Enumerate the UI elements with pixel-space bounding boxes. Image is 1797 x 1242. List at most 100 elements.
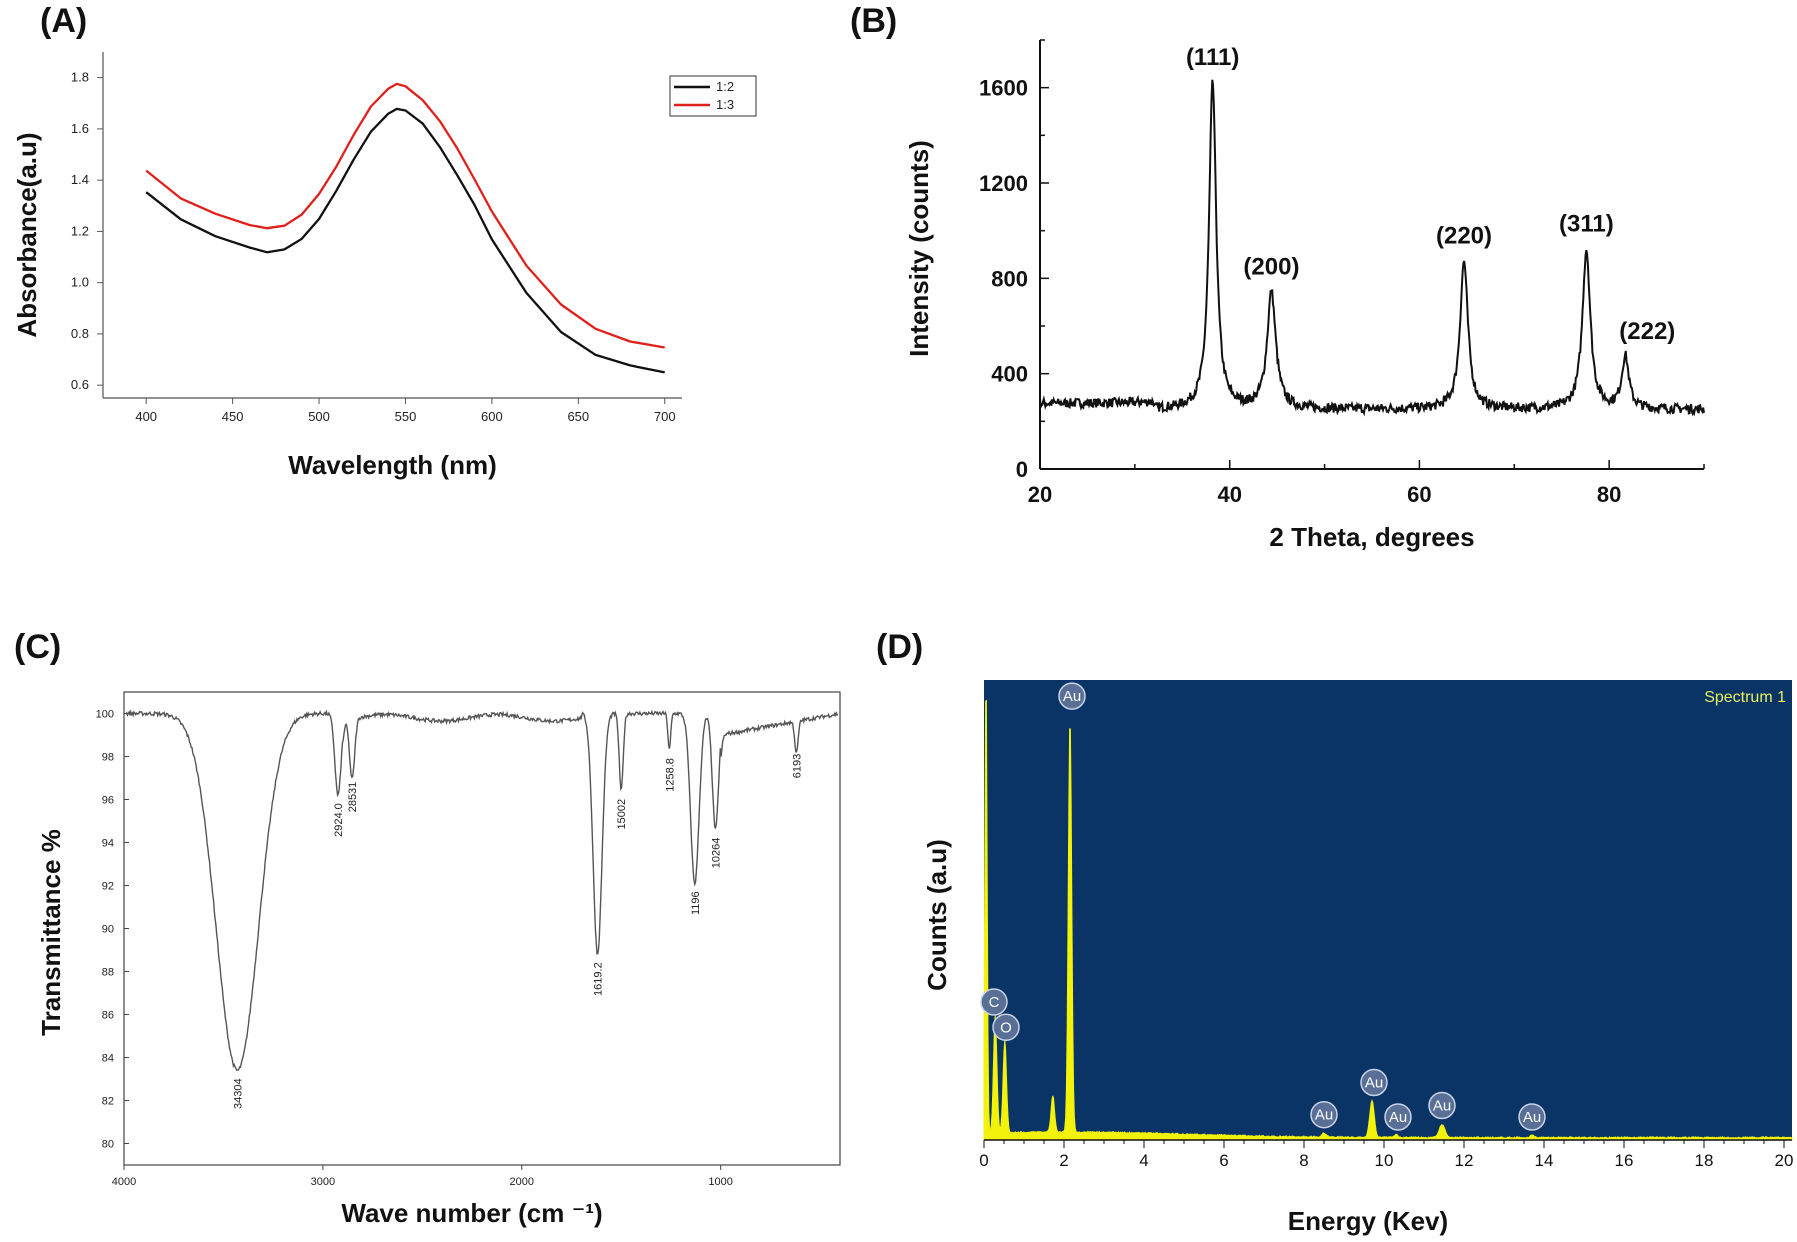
- peak-label: 34304: [232, 1078, 244, 1109]
- x-tick-label: 2000: [510, 1176, 534, 1188]
- series-line-1:2: [145, 107, 665, 374]
- x-tick-label: 14: [1535, 1151, 1554, 1170]
- y-tick-label: 84: [102, 1053, 114, 1065]
- series-line-1:3: [145, 82, 665, 349]
- peak-label: 1619.2: [593, 962, 605, 996]
- element-label: Au: [1523, 1109, 1541, 1126]
- y-tick-label: 0.8: [71, 326, 89, 341]
- y-tick-label: 100: [96, 709, 114, 721]
- y-tick-label: 90: [102, 924, 114, 936]
- legend-box: [669, 75, 757, 117]
- peak-label: 1258.8: [664, 758, 676, 792]
- y-tick-label: 0: [1016, 457, 1028, 482]
- y-tick-label: 1.2: [71, 223, 89, 238]
- y-tick-label: 80: [102, 1139, 114, 1151]
- x-tick-label: 12: [1455, 1151, 1474, 1170]
- x-tick-label: 2: [1059, 1151, 1068, 1170]
- x-axis-title: Wave number (cm ⁻¹): [341, 1198, 602, 1228]
- element-label-bubble: [1428, 1091, 1456, 1120]
- element-label-bubble: [1384, 1103, 1412, 1131]
- plot-background: [984, 680, 1792, 1140]
- y-tick-label: 1200: [979, 171, 1028, 196]
- panel-a-label: (A): [40, 2, 88, 40]
- y-tick-label: 800: [991, 266, 1028, 291]
- peak-label: 6193: [791, 754, 803, 778]
- x-tick-label: 60: [1407, 482, 1431, 507]
- peak-label: 28531: [347, 782, 359, 813]
- y-axis-title: Intensity (counts): [904, 140, 934, 357]
- x-tick-label: 6: [1219, 1151, 1228, 1170]
- y-tick-label: 1.4: [71, 172, 89, 187]
- legend-label: 1:2: [716, 79, 734, 94]
- y-tick-label: 1.8: [71, 70, 89, 85]
- y-tick-label: 1.6: [71, 121, 89, 136]
- element-label-bubble: [992, 1013, 1020, 1042]
- element-label: Au: [1433, 1098, 1451, 1115]
- x-tick-label: 20: [1775, 1151, 1794, 1170]
- x-tick-label: 600: [481, 409, 503, 424]
- x-tick-label: 700: [654, 409, 676, 424]
- x-tick-label: 80: [1597, 482, 1621, 507]
- edx-spectrum-area: [983, 699, 1793, 1141]
- x-tick-label: 650: [567, 409, 589, 424]
- y-tick-label: 0.6: [71, 377, 89, 392]
- y-tick-label: 98: [102, 752, 114, 764]
- element-label-bubble: [980, 988, 1008, 1016]
- element-label-bubble: [1360, 1068, 1388, 1097]
- peak-label: (222): [1619, 318, 1675, 345]
- legend-label: 1:3: [716, 97, 734, 112]
- y-tick-label: 1.0: [71, 275, 89, 290]
- x-tick-label: 18: [1695, 1151, 1714, 1170]
- x-tick-label: 0: [979, 1151, 988, 1170]
- element-label: Au: [1063, 688, 1081, 705]
- panel-c-label: (C): [14, 628, 62, 666]
- element-label: Au: [1389, 1109, 1407, 1126]
- x-tick-label: 10: [1375, 1151, 1394, 1170]
- y-tick-label: 82: [102, 1096, 114, 1108]
- x-tick-label: 16: [1615, 1151, 1634, 1170]
- x-tick-label: 20: [1028, 482, 1052, 507]
- y-tick-label: 400: [991, 362, 1028, 387]
- y-tick-label: 96: [102, 795, 114, 807]
- x-axis-title: 2 Theta, degrees: [1269, 522, 1474, 552]
- peak-label: 10264: [710, 838, 722, 869]
- element-label-bubble: [1518, 1103, 1546, 1131]
- element-label-bubble: [1058, 682, 1086, 710]
- y-axis-title: Transmittance %: [36, 829, 66, 1036]
- ftir-spectrum-line: [125, 709, 839, 1071]
- peak-label: 1196: [690, 891, 702, 915]
- peak-label: 15002: [616, 799, 628, 830]
- y-tick-label: 92: [102, 881, 114, 893]
- y-axis-title: Counts (a.u): [922, 839, 952, 991]
- element-label: Au: [1315, 1107, 1333, 1124]
- x-tick-label: 4: [1139, 1151, 1148, 1170]
- peak-label: (220): [1436, 223, 1492, 250]
- x-tick-label: 8: [1299, 1151, 1308, 1170]
- element-label: O: [1000, 1019, 1012, 1036]
- y-tick-label: 86: [102, 1010, 114, 1022]
- panel-d-label: (D): [876, 628, 924, 666]
- y-tick-label: 94: [102, 838, 114, 850]
- x-tick-label: 1000: [708, 1176, 732, 1188]
- peak-label: 2924.0: [333, 803, 345, 837]
- y-tick-label: 88: [102, 967, 114, 979]
- x-tick-label: 3000: [311, 1176, 335, 1188]
- x-tick-label: 400: [135, 409, 157, 424]
- element-label-bubble: [1310, 1100, 1338, 1129]
- x-tick-label: 4000: [112, 1176, 136, 1188]
- x-tick-label: 500: [308, 409, 330, 424]
- element-label: C: [989, 994, 1000, 1011]
- element-label: Au: [1365, 1075, 1383, 1092]
- y-axis-title: Absorbance(a.u): [12, 132, 42, 337]
- peak-label: (200): [1243, 254, 1299, 281]
- x-tick-label: 40: [1217, 482, 1241, 507]
- x-tick-label: 450: [222, 409, 244, 424]
- peak-label: (311): [1559, 211, 1614, 238]
- y-tick-label: 1600: [979, 76, 1028, 101]
- x-tick-label: 550: [395, 409, 417, 424]
- x-axis-title: Energy (Kev): [1288, 1206, 1448, 1236]
- x-axis-title: Wavelength (nm): [288, 450, 496, 480]
